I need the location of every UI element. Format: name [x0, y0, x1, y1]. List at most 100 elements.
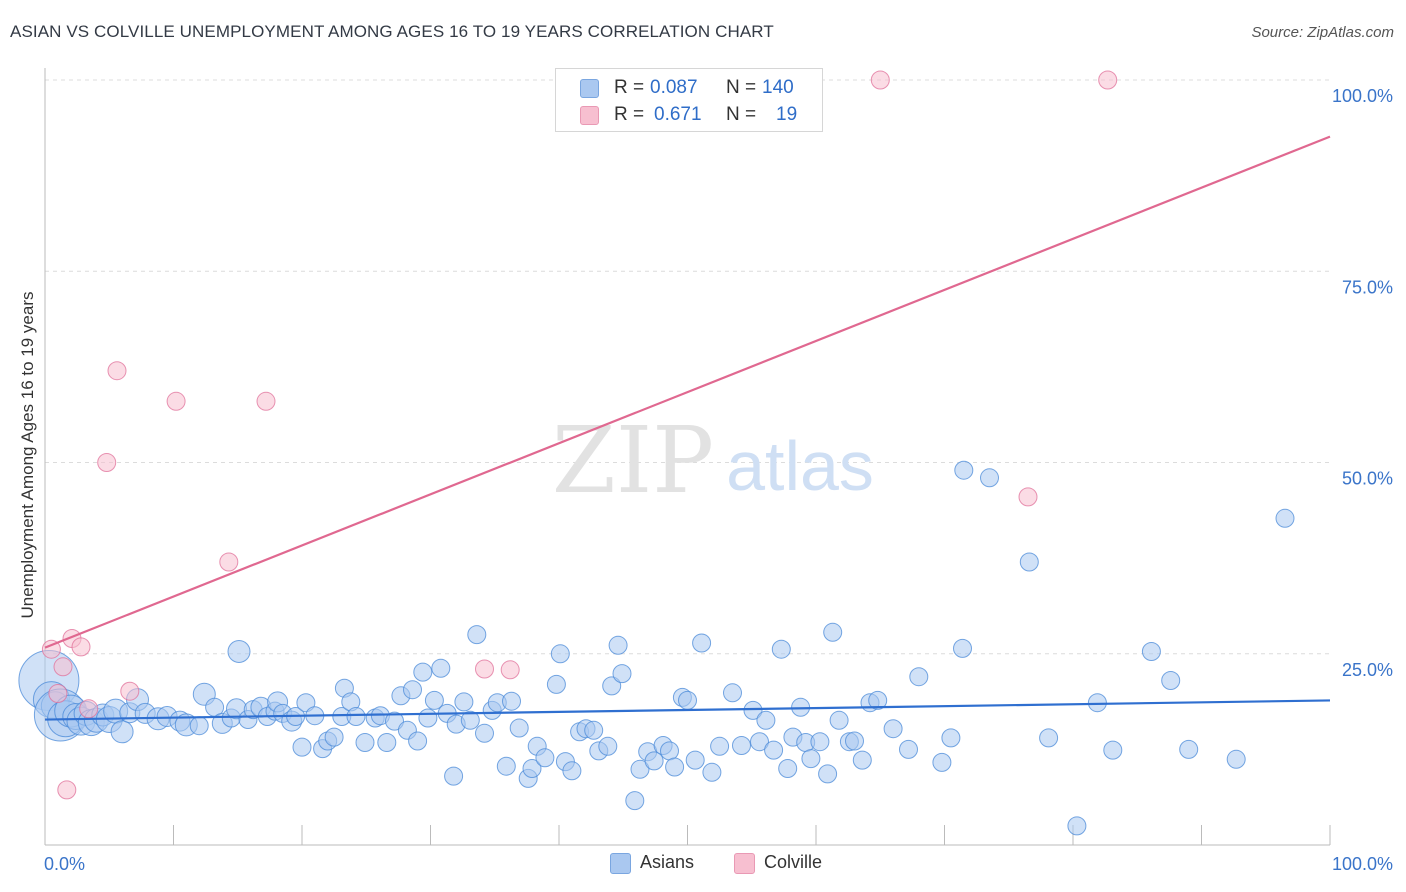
asians-point — [660, 741, 679, 761]
asians-point — [818, 764, 838, 784]
asians-legend-swatch — [610, 853, 631, 874]
colville-point — [48, 684, 68, 703]
asians-point — [189, 716, 209, 736]
asians-point — [953, 638, 972, 658]
r-value: 0.671 — [654, 104, 702, 125]
colville-point — [41, 639, 61, 659]
colville-point — [53, 657, 73, 677]
source-label: Source: ZipAtlas.com — [1251, 24, 1394, 41]
asians-point — [810, 732, 830, 752]
asians-trend-line — [44, 699, 1331, 721]
legend-item-asians[interactable]: Asians — [610, 852, 720, 876]
asians-point — [424, 690, 444, 710]
asians-point — [418, 708, 438, 728]
n-label: N = — [726, 104, 757, 125]
asians-point — [324, 727, 344, 747]
asians-point — [1103, 740, 1123, 760]
chart-title: ASIAN VS COLVILLE UNEMPLOYMENT AMONG AGE… — [10, 22, 774, 41]
asians-point — [899, 739, 918, 759]
y-tick-label: 50.0% — [1342, 469, 1393, 489]
asians-point — [296, 693, 316, 713]
asians-point — [764, 740, 784, 760]
asians-point — [475, 723, 494, 743]
legend-item-colville[interactable]: Colville — [734, 852, 844, 876]
asians-point — [522, 759, 542, 778]
asians-point — [1019, 552, 1039, 572]
asians-point — [1275, 508, 1295, 528]
asians-point — [692, 633, 712, 653]
colville-swatch — [580, 106, 599, 125]
asians-point — [612, 664, 632, 684]
asians-point — [467, 625, 487, 645]
asians-point — [778, 759, 798, 778]
asians-point — [702, 762, 722, 782]
asians-point — [602, 676, 622, 696]
stats-legend: R = 0.087 N = 140 R = 0.671 N = 19 — [555, 68, 823, 132]
colville-legend-swatch — [734, 853, 755, 874]
asians-point — [980, 468, 999, 488]
asians-point — [625, 791, 645, 811]
r-value: 0.087 — [650, 77, 698, 98]
y-tick-label: 75.0% — [1342, 277, 1393, 297]
asians-point — [502, 691, 521, 711]
asians-point — [941, 728, 961, 748]
y-axis-label: Unemployment Among Ages 16 to 19 years — [18, 291, 37, 619]
asians-point — [535, 748, 555, 768]
colville-point — [57, 780, 77, 800]
asians-point — [509, 718, 529, 738]
colville-point — [870, 70, 890, 90]
asians-point — [408, 731, 428, 751]
watermark-zip: ZIP — [552, 407, 714, 514]
asians-point — [1067, 816, 1087, 836]
n-value: 19 — [776, 104, 798, 125]
asians-point — [1226, 749, 1246, 769]
y-tick-label: 100.0% — [1332, 86, 1393, 106]
asians-point — [644, 751, 664, 771]
asians-point — [110, 720, 134, 744]
asians-point — [355, 733, 375, 752]
asians-point — [868, 690, 888, 710]
asians-point — [932, 752, 952, 772]
asians-point — [385, 711, 404, 731]
asians-point — [630, 759, 650, 779]
asians-point — [756, 710, 776, 730]
asians-legend-label: Asians — [640, 852, 695, 872]
colville-point — [97, 453, 117, 472]
asians-point — [444, 766, 464, 786]
asians-point — [227, 640, 251, 663]
asians-point — [460, 710, 480, 730]
asians-point — [496, 756, 516, 776]
colville-trend-line — [44, 135, 1331, 649]
asians-point — [562, 761, 582, 781]
colville-point — [256, 391, 276, 411]
asians-point — [732, 736, 751, 755]
asians-point — [550, 644, 570, 664]
asians-point — [546, 674, 566, 694]
asians-point — [1179, 739, 1199, 759]
asians-point — [346, 707, 366, 726]
asians-point — [292, 737, 312, 757]
asians-point — [823, 622, 843, 642]
x-tick-label: 100.0% — [1332, 854, 1393, 874]
asians-point — [750, 732, 769, 752]
asians-point — [954, 460, 974, 480]
colville-point — [475, 659, 494, 679]
colville-point — [79, 699, 99, 719]
colville-point — [219, 552, 239, 572]
colville-point — [120, 681, 140, 701]
asians-point — [710, 736, 730, 756]
x-tick-label: 0.0% — [44, 854, 85, 874]
colville-point — [500, 660, 520, 680]
asians-point — [454, 692, 474, 712]
asians-point — [608, 635, 628, 655]
asians-point — [413, 662, 433, 682]
asians-point — [1039, 728, 1059, 748]
colville-point — [1018, 487, 1038, 507]
colville-point — [1098, 70, 1118, 90]
n-value: 140 — [762, 77, 794, 98]
asians-point — [883, 719, 903, 739]
asians-point — [678, 690, 697, 710]
asians-swatch — [580, 79, 599, 98]
asians-point — [852, 750, 872, 770]
